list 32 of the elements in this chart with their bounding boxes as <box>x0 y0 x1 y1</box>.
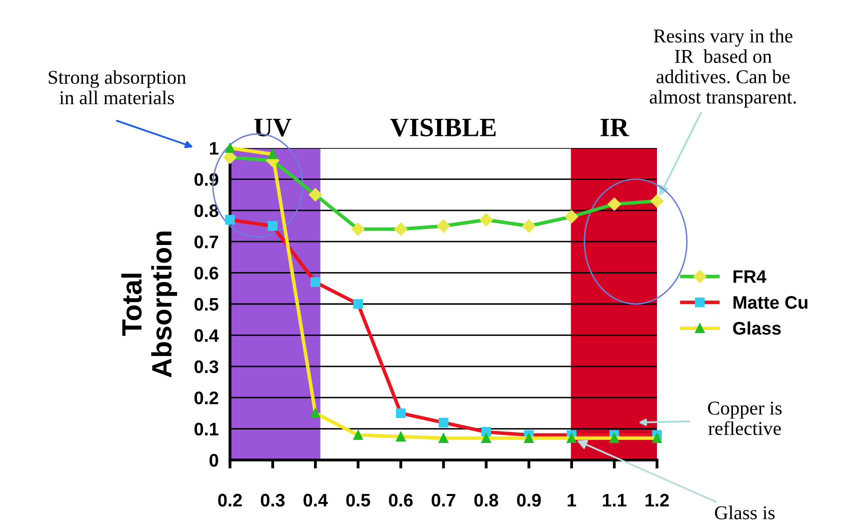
x-tick-label: 0.9 <box>517 494 541 507</box>
y-tick-label: 1 <box>210 142 218 155</box>
y-tick-label: 0.2 <box>194 392 218 404</box>
y-axis-title: Total Absorption <box>121 232 178 378</box>
x-tick-label: 0.7 <box>432 494 456 507</box>
y-tick-label: 0.5 <box>194 298 218 311</box>
x-tick-label: 0.2 <box>218 494 242 507</box>
x-tick-label: 0.5 <box>346 494 370 507</box>
x-tick-label: 1 <box>568 494 576 506</box>
x-tick-label: 0.3 <box>260 494 285 507</box>
x-tick-label: 0.6 <box>388 494 413 507</box>
x-tick-label: 0.4 <box>304 494 328 507</box>
x-tick-label: 0.8 <box>474 494 498 507</box>
band-label: UV <box>254 118 292 137</box>
y-tick-label: 0.1 <box>194 422 218 436</box>
legend-label: Matte Cu <box>734 296 808 309</box>
x-tick-label: 1.1 <box>602 494 626 506</box>
legend-label: Glass <box>733 321 781 335</box>
text: Copper is reflective <box>708 402 782 436</box>
band-label: IR <box>600 118 630 136</box>
annotation: Resins vary in the IR based on additives. Can be almost transparent. <box>650 28 796 108</box>
text: VISIBLE <box>390 118 496 137</box>
y-tick-label: 0 <box>210 454 218 467</box>
y-tick-label: 0.3 <box>194 360 218 374</box>
annotation: Glass is <box>715 506 775 520</box>
y-tick-label: 0.8 <box>194 204 218 218</box>
y-tick-label: 0.4 <box>194 329 219 342</box>
text: Strong absorption in all materials <box>48 70 186 104</box>
y-tick-label: 0.7 <box>194 236 218 248</box>
x-tick-label: 1.2 <box>646 494 669 506</box>
y-tick-label: 0.6 <box>194 266 218 280</box>
legend-label: FR4 <box>734 270 766 283</box>
